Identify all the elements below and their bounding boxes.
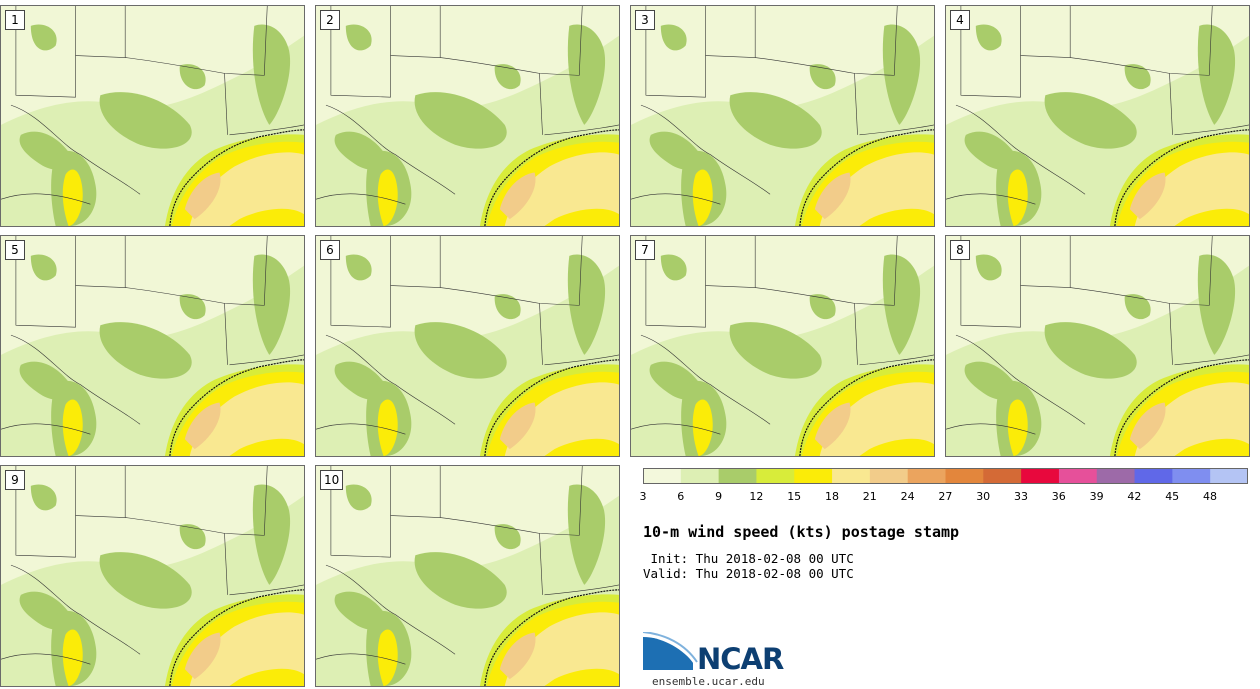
ncar-wordmark: NCAR [697,642,784,676]
colorbar-tick-label: 12 [749,490,764,503]
wind-field-map [1,236,304,456]
wind-field-map [946,236,1249,456]
colorbar-tick-label: 15 [787,490,802,503]
ensemble-member-panel: 7 [630,235,935,457]
member-label: 8 [950,240,970,260]
plot-title: 10-m wind speed (kts) postage stamp [643,523,960,541]
colorbar-segment [794,468,833,484]
ensemble-member-panel: 9 [0,465,305,687]
wind-field-map [316,236,619,456]
wind-field-map [316,6,619,226]
member-label: 9 [5,470,25,490]
colorbar-segment [718,468,757,484]
colorbar-tick-label: 24 [900,490,915,503]
colorbar-tick-label: 3 [639,490,647,503]
colorbar-segment [1172,468,1211,484]
colorbar-segment [907,468,946,484]
colorbar-tick-label: 18 [825,490,839,503]
member-label: 10 [320,470,344,490]
wind-field-map [316,466,619,686]
member-label: 7 [635,240,655,260]
colorbar-tick-label: 33 [1014,490,1028,503]
ncar-logo-icon [643,632,698,670]
wind-field-map [631,6,934,226]
member-label: 5 [5,240,25,260]
colorbar-border [643,468,1248,484]
ensemble-member-panel: 8 [945,235,1250,457]
ensemble-member-panel: 6 [315,235,620,457]
colorbar-segment [1210,468,1248,484]
member-label: 4 [950,10,970,30]
valid-time: Valid: Thu 2018-02-08 00 UTC [643,566,854,581]
site-url: ensemble.ucar.edu [652,675,765,688]
colorbar-tick-label: 42 [1127,490,1142,503]
colorbar-tick-label: 39 [1089,490,1104,503]
ensemble-member-panel: 2 [315,5,620,227]
wind-field-map [1,6,304,226]
colorbar-segment [945,468,984,484]
colorbar-segment [869,468,909,484]
wind-speed-colorbar [643,468,1248,484]
ensemble-member-panel: 5 [0,235,305,457]
ensemble-member-panel: 4 [945,5,1250,227]
ensemble-member-panel: 10 [315,465,620,687]
wind-field-map [631,236,934,456]
colorbar-segment [1021,468,1060,484]
colorbar-tick-label: 21 [862,490,877,503]
colorbar-tick-label: 36 [1051,490,1066,503]
colorbar-tick-label: 30 [976,490,991,503]
colorbar-segment [983,468,1022,484]
colorbar-tick-label: 9 [715,490,723,503]
colorbar-segment [680,468,720,484]
member-label: 3 [635,10,655,30]
colorbar-tick-label: 45 [1165,490,1180,503]
colorbar-segment [756,468,795,484]
member-label: 2 [320,10,340,30]
colorbar-segment [1096,468,1136,484]
wind-field-map [946,6,1249,226]
member-label: 1 [5,10,25,30]
colorbar-tick-label: 27 [938,490,953,503]
colorbar-segment [643,468,682,484]
wind-field-map [1,466,304,686]
ensemble-member-panel: 3 [630,5,935,227]
member-label: 6 [320,240,340,260]
init-time: Init: Thu 2018-02-08 00 UTC [643,551,854,566]
colorbar-segment [832,468,871,484]
colorbar-segment [1058,468,1098,484]
colorbar-tick-label: 48 [1203,490,1217,503]
ensemble-member-panel: 1 [0,5,305,227]
colorbar-segment [1134,468,1173,484]
colorbar-tick-label: 6 [677,490,685,503]
